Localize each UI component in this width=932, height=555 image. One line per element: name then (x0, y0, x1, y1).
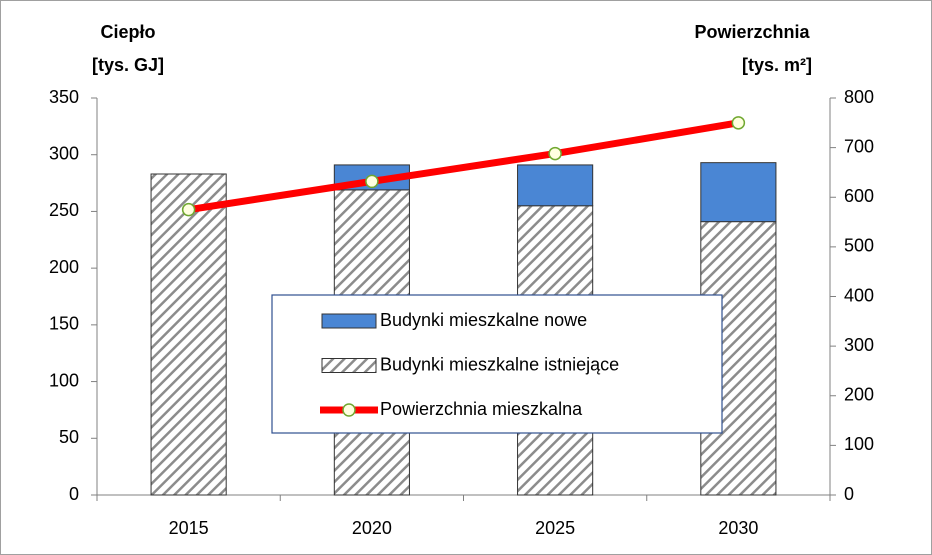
legend-label: Powierzchnia mieszkalna (380, 399, 583, 419)
x-tick-label: 2015 (169, 518, 209, 538)
y2-tick-label: 300 (844, 335, 874, 355)
legend-label: Budynki mieszkalne istniejące (380, 354, 619, 374)
y-tick-label: 350 (49, 87, 79, 107)
legend-swatch (321, 358, 377, 373)
line (188, 119, 739, 214)
legend: Budynki mieszkalne nowe Budynki mieszkaln… (271, 294, 723, 434)
y2-axis-label: Powierzchnia (694, 22, 810, 42)
y2-tick-label: 0 (844, 484, 854, 504)
y-tick-label: 200 (49, 257, 79, 277)
legend-label: Budynki mieszkalne nowe (380, 310, 587, 330)
y2-tick-label: 200 (844, 385, 874, 405)
y2-tick-label: 100 (844, 434, 874, 454)
y-tick-label: 250 (49, 200, 79, 220)
legend-marker (342, 403, 356, 417)
marker (181, 202, 196, 217)
x-tick-label: 2025 (535, 518, 575, 538)
y2-tick-label: 400 (844, 285, 874, 305)
y-tick-label: 150 (49, 314, 79, 334)
x-tick-label: 2020 (352, 518, 392, 538)
bar (150, 173, 227, 496)
legend-swatch (321, 313, 377, 329)
y-tick-label: 0 (69, 484, 79, 504)
y-tick-label: 100 (49, 370, 79, 390)
y2-tick-label: 500 (844, 236, 874, 256)
bar (517, 164, 594, 207)
y-tick-label: 50 (59, 427, 79, 447)
x-tick-label: 2030 (718, 518, 758, 538)
marker (548, 146, 562, 161)
y-axis-label: Ciepło (100, 22, 155, 42)
y2-tick-label: 800 (844, 87, 874, 107)
marker (365, 174, 379, 189)
y-tick-label: 300 (49, 143, 79, 163)
y2-axis-label: [tys. m²] (742, 55, 812, 75)
marker (731, 116, 746, 130)
y2-tick-label: 700 (844, 136, 874, 156)
bar (700, 162, 777, 223)
y-axis-label: [tys. GJ] (92, 55, 164, 75)
y2-tick-label: 600 (844, 186, 874, 206)
